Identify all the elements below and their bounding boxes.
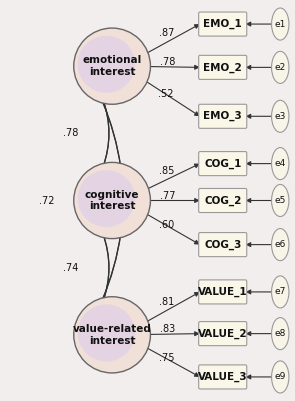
Text: VALUE_2: VALUE_2 <box>198 328 248 339</box>
Ellipse shape <box>272 100 289 132</box>
Text: VALUE_1: VALUE_1 <box>198 287 248 297</box>
Text: EMO_3: EMO_3 <box>203 111 242 122</box>
FancyArrowPatch shape <box>85 67 123 335</box>
Text: .74: .74 <box>63 263 78 273</box>
Text: e4: e4 <box>275 159 286 168</box>
Ellipse shape <box>272 148 289 180</box>
FancyBboxPatch shape <box>199 233 247 257</box>
Text: .81: .81 <box>159 297 174 307</box>
Text: COG_3: COG_3 <box>204 239 241 250</box>
Text: cognitive
interest: cognitive interest <box>85 190 139 211</box>
Text: value-related
interest: value-related interest <box>73 324 152 346</box>
Text: e8: e8 <box>275 329 286 338</box>
Ellipse shape <box>272 51 289 83</box>
Text: VALUE_3: VALUE_3 <box>198 372 248 382</box>
Ellipse shape <box>272 184 289 217</box>
Text: COG_1: COG_1 <box>204 158 241 169</box>
Text: e6: e6 <box>275 240 286 249</box>
FancyBboxPatch shape <box>199 12 247 36</box>
Text: .77: .77 <box>160 191 176 200</box>
Ellipse shape <box>78 170 135 227</box>
Ellipse shape <box>272 361 289 393</box>
Text: .52: .52 <box>158 89 174 99</box>
Text: .78: .78 <box>63 128 78 138</box>
Text: e3: e3 <box>275 112 286 121</box>
Ellipse shape <box>272 318 289 350</box>
Text: e1: e1 <box>275 20 286 28</box>
Text: .87: .87 <box>159 28 174 38</box>
Ellipse shape <box>78 304 135 362</box>
Ellipse shape <box>74 297 150 373</box>
Ellipse shape <box>78 36 135 93</box>
Ellipse shape <box>74 162 150 239</box>
FancyBboxPatch shape <box>199 365 247 389</box>
Text: .60: .60 <box>159 220 174 230</box>
FancyBboxPatch shape <box>199 152 247 176</box>
FancyArrowPatch shape <box>85 200 109 334</box>
Text: emotional
interest: emotional interest <box>83 55 142 77</box>
FancyBboxPatch shape <box>199 55 247 79</box>
FancyBboxPatch shape <box>199 188 247 213</box>
Text: COG_2: COG_2 <box>204 195 241 206</box>
FancyBboxPatch shape <box>199 322 247 346</box>
FancyArrowPatch shape <box>85 202 109 335</box>
Text: e7: e7 <box>275 288 286 296</box>
FancyArrowPatch shape <box>85 66 109 199</box>
Text: .78: .78 <box>160 57 176 67</box>
Text: e9: e9 <box>275 373 286 381</box>
FancyBboxPatch shape <box>199 104 247 128</box>
Text: e2: e2 <box>275 63 286 72</box>
Text: e5: e5 <box>275 196 286 205</box>
Text: .72: .72 <box>39 196 55 205</box>
Ellipse shape <box>272 276 289 308</box>
Text: .83: .83 <box>160 324 176 334</box>
Ellipse shape <box>74 28 150 104</box>
FancyBboxPatch shape <box>199 280 247 304</box>
Text: EMO_2: EMO_2 <box>203 62 242 73</box>
Text: .75: .75 <box>159 353 174 363</box>
Ellipse shape <box>272 229 289 261</box>
Ellipse shape <box>272 8 289 40</box>
Text: EMO_1: EMO_1 <box>203 19 242 29</box>
FancyArrowPatch shape <box>85 66 123 334</box>
Text: .85: .85 <box>159 166 174 176</box>
FancyArrowPatch shape <box>85 67 109 200</box>
